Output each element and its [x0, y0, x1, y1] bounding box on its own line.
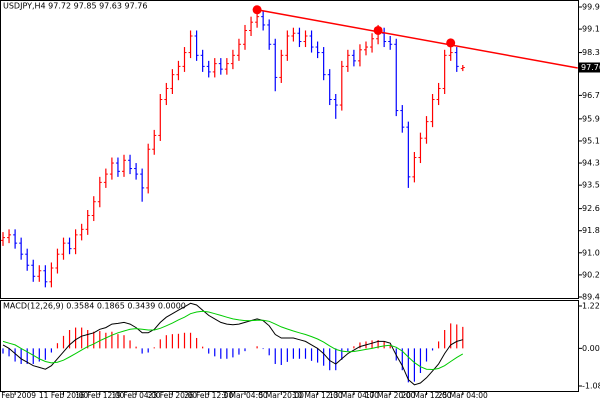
y-tick-label: 96.75: [582, 91, 600, 100]
macd-line: [2, 302, 463, 386]
y-tick-label: 90.25: [582, 270, 600, 279]
macd-pane: [0, 300, 579, 392]
y-tick-label: 93.50: [582, 181, 600, 190]
y-tick-label: 95.90: [582, 114, 600, 123]
y-tick-label: 95.10: [582, 136, 600, 145]
current-price-label: 97.76: [581, 63, 600, 72]
x-tick-label: 9 Feb 2009: [0, 391, 36, 400]
y-tick-label: 99.15: [582, 25, 600, 34]
trendline: [256, 9, 578, 69]
x-tick-label: 23 Feb 20:00: [148, 391, 197, 400]
pivot-marker: [373, 25, 383, 35]
x-tick-label: 25 Mar 04:00: [438, 391, 488, 400]
y-tick-label: -1.0852: [582, 382, 600, 391]
y-tick-label: 1.2219: [582, 302, 600, 311]
macd-line: [2, 310, 464, 371]
y-tick-label: 92.65: [582, 204, 600, 213]
price-pane: [0, 0, 579, 299]
x-tick-label: 16 Feb 12:00: [75, 391, 124, 400]
y-tick-label: 94.30: [582, 159, 600, 168]
y-tick-label: 91.05: [582, 248, 600, 257]
y-tick-label: 98.30: [582, 48, 600, 57]
x-tick-label: 13 Mar 04:00: [329, 391, 379, 400]
x-tick-label: 20 Mar 12:00: [401, 391, 451, 400]
chart-title: USDJPY,H4 97.72 97.85 97.63 97.76: [3, 2, 147, 11]
x-tick-label: 26 Feb 12:00: [184, 391, 233, 400]
current-price-box: [579, 62, 600, 73]
y-tick-label: 89.45: [582, 293, 600, 302]
x-tick-label: 17 Mar 20:00: [365, 391, 415, 400]
y-tick-label: 91.85: [582, 226, 600, 235]
pivot-marker: [252, 5, 262, 15]
x-tick-label: 3 Mar 04:00: [222, 391, 268, 400]
x-tick-label: 11 Feb 20:00: [39, 391, 88, 400]
x-tick-label: 5 Mar 20:00: [259, 391, 305, 400]
macd-title: MACD(12,26,9) 0.3584 0.1865 0.3439 0.000…: [3, 302, 186, 311]
y-tick-label: 99.95: [582, 3, 600, 12]
x-tick-label: 10 Mar 12:00: [293, 391, 343, 400]
pivot-marker: [446, 38, 456, 48]
x-tick-label: 19 Feb 04:00: [111, 391, 160, 400]
y-tick-label: 0.00: [582, 344, 600, 353]
